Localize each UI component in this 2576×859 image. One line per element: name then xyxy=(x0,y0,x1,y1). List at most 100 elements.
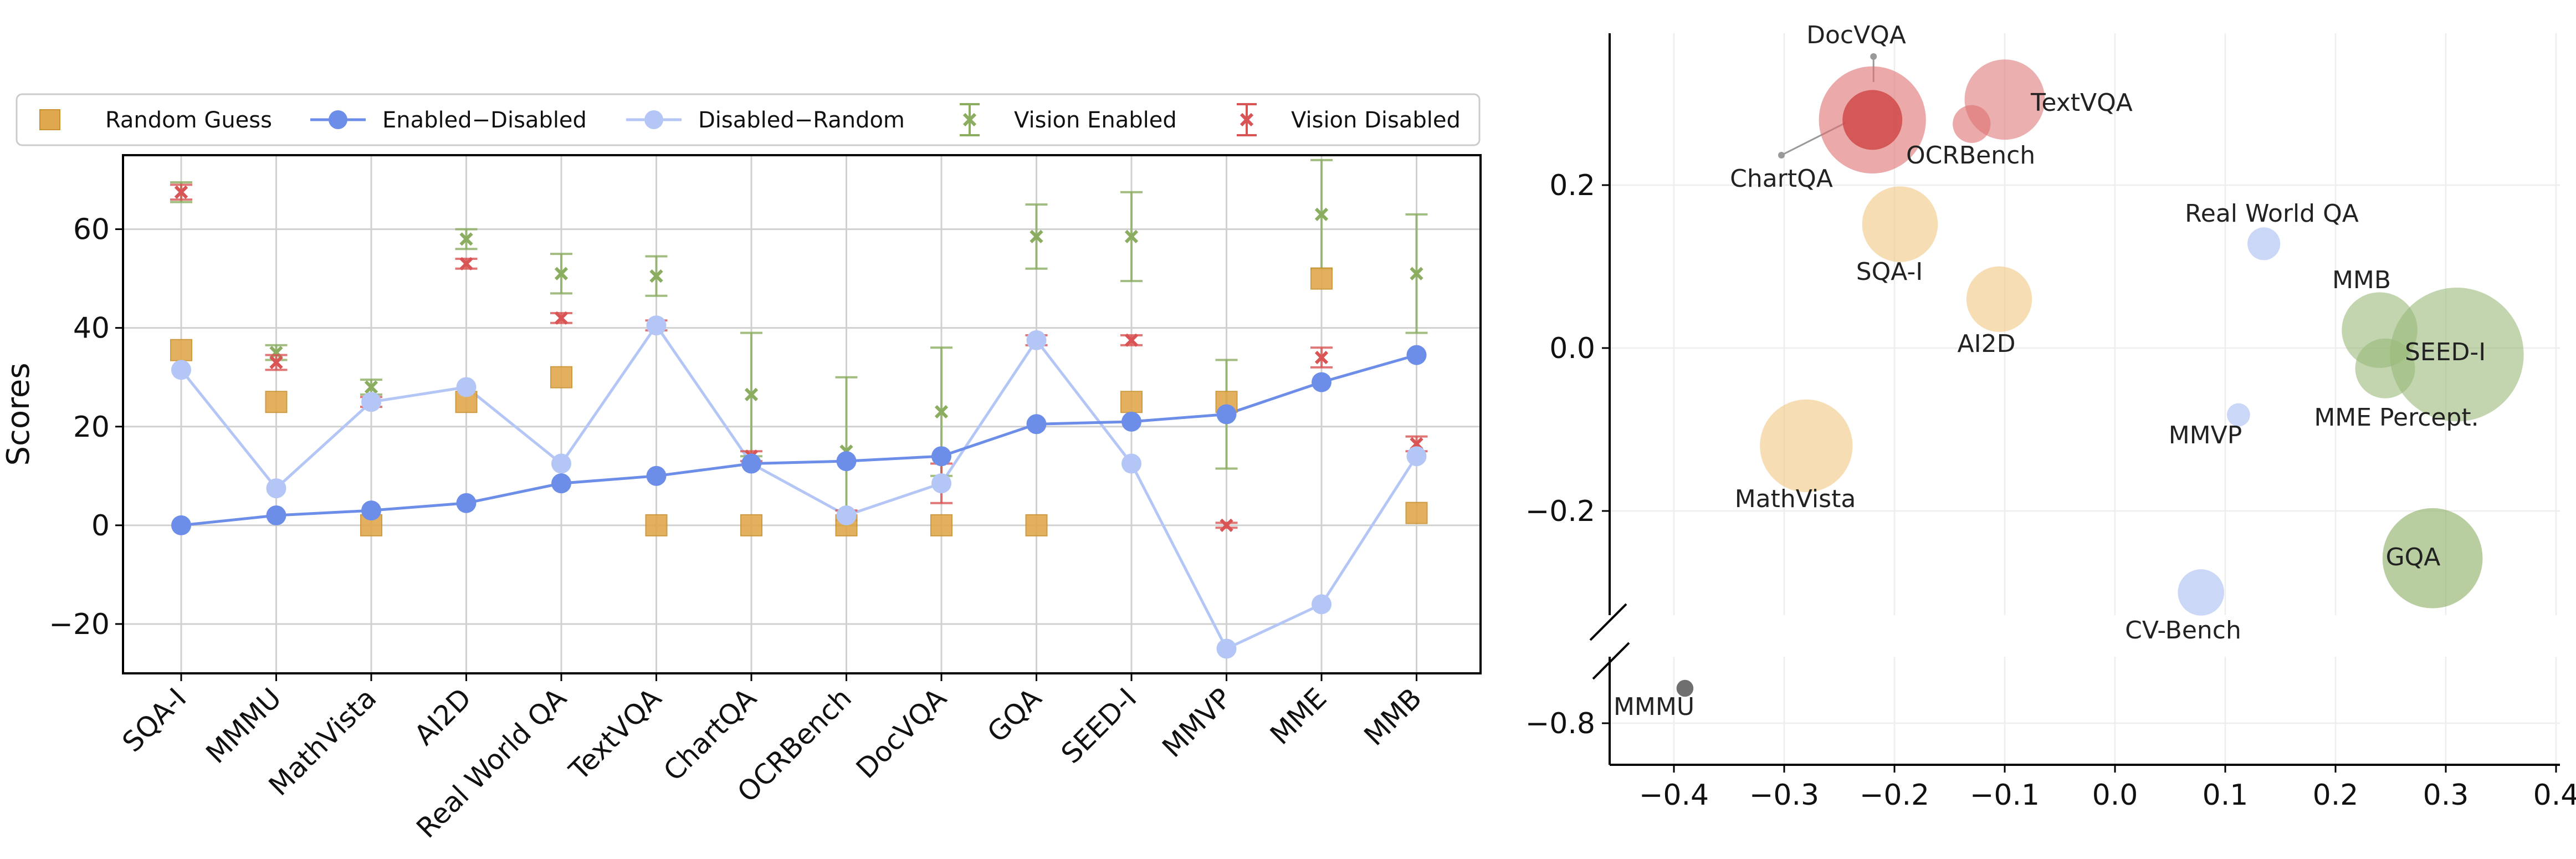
vision-disabled-point xyxy=(455,257,478,271)
disabled-random-point xyxy=(1216,638,1237,659)
random-guess-marker xyxy=(550,366,572,388)
x-marker xyxy=(934,405,949,419)
bubble-label-mme-percept-: MME Percept. xyxy=(2314,403,2478,432)
x-marker xyxy=(1314,207,1329,221)
legend-label: Enabled−Disabled xyxy=(382,108,587,133)
x-marker xyxy=(364,380,378,394)
x-tick-label: TextVQA xyxy=(563,682,668,786)
disabled-random-point xyxy=(1026,330,1047,350)
x-tick-label: MMB xyxy=(1358,682,1428,751)
y-tick-label: 0.2 xyxy=(1549,169,1595,202)
x-tick-label: 0.2 xyxy=(2313,779,2359,812)
legend-disabled-random-marker xyxy=(644,110,663,129)
enabled-disabled-point xyxy=(1026,414,1047,434)
disabled-random-point xyxy=(1406,446,1427,467)
bubble-label-docvqa: DocVQA xyxy=(1806,21,1906,49)
random-guess-marker xyxy=(1120,391,1143,413)
disabled-random-point xyxy=(646,315,667,336)
vision-enabled-point xyxy=(550,253,572,295)
disabled-random-point xyxy=(171,360,191,380)
random-guess-marker xyxy=(930,514,952,536)
bubble-seed-i xyxy=(2390,288,2524,422)
bubble-mmvp xyxy=(2226,403,2250,427)
enabled-disabled-point xyxy=(171,515,191,535)
bubble-label-mmvp: MMVP xyxy=(2169,421,2242,449)
enabled-disabled-point xyxy=(1406,345,1427,365)
bubble-label-gqa: GQA xyxy=(2386,543,2441,571)
random-guess-marker xyxy=(1310,267,1333,290)
x-marker xyxy=(744,387,759,402)
disabled-random-point xyxy=(931,473,951,494)
disabled-random-point xyxy=(361,392,381,412)
x-tick-label: 0.3 xyxy=(2423,779,2469,812)
y-tick-label: −20 xyxy=(49,608,110,641)
legend-label: Vision Disabled xyxy=(1291,108,1461,133)
x-marker xyxy=(459,257,473,271)
legend-label: Random Guess xyxy=(105,108,272,133)
y-axis-title: Scores xyxy=(1,362,37,466)
y-tick-label: −0.8 xyxy=(1525,707,1595,740)
bubble-mme-percept- xyxy=(2355,338,2415,398)
x-tick-label: GQA xyxy=(981,682,1048,748)
enabled-disabled-point xyxy=(361,500,381,521)
label-connector-dot xyxy=(1778,152,1785,158)
x-marker xyxy=(1410,267,1423,280)
bubble-mathvista xyxy=(1760,399,1853,493)
enabled-disabled-point xyxy=(646,466,667,486)
legend-x-marker xyxy=(1240,113,1254,127)
bubble-label-real-world-qa: Real World QA xyxy=(2185,200,2359,228)
vision-enabled-point xyxy=(645,255,668,297)
x-marker xyxy=(269,355,283,370)
bubble-label-mmmu: MMMU xyxy=(1614,693,1694,721)
bubble-ai2d xyxy=(1966,266,2032,332)
x-marker xyxy=(459,232,473,246)
enabled-disabled-point xyxy=(836,451,857,472)
vision-enabled-point xyxy=(1405,213,1428,334)
x-marker xyxy=(1124,333,1139,347)
random-guess-marker xyxy=(1025,514,1048,536)
bubble-label-cv-bench: CV-Bench xyxy=(2125,616,2241,645)
bubble-label-chartqa: ChartQA xyxy=(1730,165,1833,193)
x-tick-label: SQA-I xyxy=(116,682,193,758)
vision-enabled-point xyxy=(1310,158,1333,270)
x-tick-label: 0.1 xyxy=(2203,779,2249,812)
series-line-disabled-random xyxy=(180,323,1418,651)
axis-break-mark xyxy=(1589,603,1627,641)
bubble-label-ai2d: AI2D xyxy=(1958,330,2016,358)
enabled-disabled-point xyxy=(931,446,951,467)
axis-break-mark xyxy=(1592,642,1630,680)
legend-x-marker xyxy=(962,113,977,127)
x-tick-label: −0.4 xyxy=(1639,779,1709,812)
enabled-disabled-point xyxy=(551,473,571,494)
vision-enabled-point xyxy=(1025,203,1048,270)
x-marker xyxy=(1030,229,1043,244)
x-marker xyxy=(1314,350,1329,365)
vision-enabled-point xyxy=(740,331,762,458)
legend-label: Disabled−Random xyxy=(698,108,905,133)
x-tick-label: −0.2 xyxy=(1860,779,1929,812)
x-tick-label: MMVP xyxy=(1156,682,1238,764)
series-line-enabled-disabled xyxy=(181,354,1417,527)
x-tick-label: MMMU xyxy=(200,682,288,769)
disabled-random-point xyxy=(551,453,571,474)
vision-disabled-point xyxy=(170,183,192,201)
disabled-random-point xyxy=(1121,453,1141,474)
x-tick-label: SEED-I xyxy=(1055,682,1143,770)
y-tick-label: 0.0 xyxy=(1549,332,1595,365)
enabled-disabled-point xyxy=(1121,411,1141,432)
bubble-label-textvqa: TextVQA xyxy=(2030,89,2133,117)
vision-enabled-point xyxy=(1120,191,1143,283)
y-tick-label: 20 xyxy=(73,411,110,444)
bubble-label-sqa-i: SQA-I xyxy=(1856,258,1923,286)
bubble-sqa-i xyxy=(1862,186,1938,262)
bubble-label-ocrbench: OCRBench xyxy=(1906,141,2035,170)
bubble-real-world-qa xyxy=(2247,227,2281,260)
x-marker xyxy=(269,346,283,360)
vision-disabled-point xyxy=(1215,518,1238,532)
legend: Random Guess Enabled−Disabled Disabled−Ran… xyxy=(16,93,1481,146)
legend-box xyxy=(16,93,1481,146)
x-marker xyxy=(554,267,569,280)
legend-enabled-disabled-marker xyxy=(329,110,347,129)
